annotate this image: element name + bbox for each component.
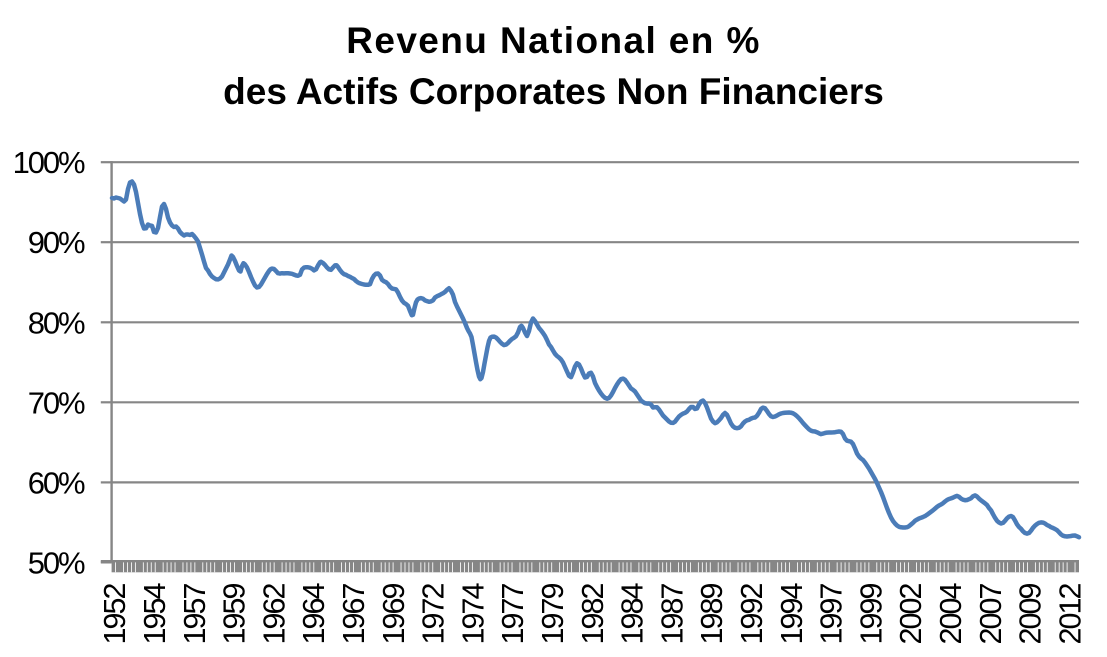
svg-text:1967: 1967 xyxy=(337,583,371,644)
svg-text:1997: 1997 xyxy=(815,583,849,644)
svg-text:1959: 1959 xyxy=(218,583,252,644)
svg-text:2009: 2009 xyxy=(1014,583,1048,644)
svg-text:1982: 1982 xyxy=(576,583,610,644)
svg-text:1974: 1974 xyxy=(456,582,490,644)
svg-text:1957: 1957 xyxy=(178,583,212,644)
svg-text:1977: 1977 xyxy=(496,583,530,644)
svg-text:1952: 1952 xyxy=(98,583,132,644)
svg-text:60%: 60% xyxy=(28,465,85,500)
svg-text:90%: 90% xyxy=(28,225,85,260)
svg-text:100%: 100% xyxy=(13,145,85,180)
svg-text:70%: 70% xyxy=(28,385,85,420)
svg-text:1984: 1984 xyxy=(616,582,650,644)
svg-text:1979: 1979 xyxy=(536,583,570,644)
svg-text:1994: 1994 xyxy=(775,582,809,644)
svg-text:1999: 1999 xyxy=(854,583,888,644)
svg-text:80%: 80% xyxy=(28,305,85,340)
svg-text:2007: 2007 xyxy=(974,583,1008,644)
svg-text:2012: 2012 xyxy=(1053,583,1087,644)
svg-text:1964: 1964 xyxy=(297,582,331,644)
svg-text:1992: 1992 xyxy=(735,583,769,644)
svg-text:1969: 1969 xyxy=(377,583,411,644)
svg-text:1987: 1987 xyxy=(655,583,689,644)
svg-text:1989: 1989 xyxy=(695,583,729,644)
svg-text:50%: 50% xyxy=(28,545,85,580)
svg-text:1962: 1962 xyxy=(257,583,291,644)
svg-text:2004: 2004 xyxy=(934,582,968,644)
svg-text:1954: 1954 xyxy=(138,582,172,644)
svg-text:2002: 2002 xyxy=(894,583,928,644)
svg-text:1972: 1972 xyxy=(417,583,451,644)
